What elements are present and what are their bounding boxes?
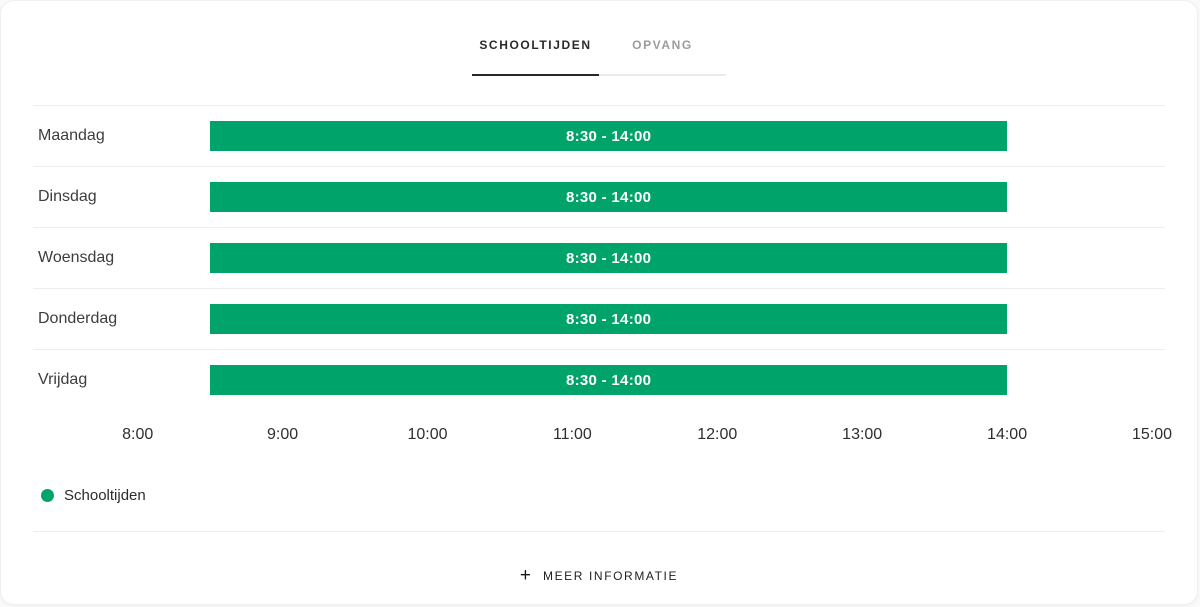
- day-label: Woensdag: [38, 249, 115, 266]
- tab-bar: SCHOOLTIJDEN OPVANG: [1, 1, 1197, 76]
- table-row: Woensdag 8:30 - 14:00: [33, 227, 1165, 288]
- legend-dot-icon: [41, 488, 54, 502]
- bar-label: 8:30 - 14:00: [565, 371, 652, 389]
- day-label: Dinsdag: [38, 188, 97, 205]
- bar-label: 8:30 - 14:00: [565, 310, 652, 328]
- day-label: Donderdag: [38, 310, 118, 327]
- more-information-label: MEER INFORMATIE: [542, 569, 679, 583]
- axis-tick-label: 14:00: [987, 426, 1028, 443]
- schedule-chart: Maandag 8:30 - 14:00 Dinsdag 8:30 - 14:0…: [33, 105, 1165, 410]
- axis-tick-label: 10:00: [407, 426, 448, 443]
- axis-tick-label: 12:00: [697, 426, 738, 443]
- axis-tick-label: 9:00: [267, 426, 299, 443]
- bar-label: 8:30 - 14:00: [565, 188, 652, 206]
- schedule-bar: 8:30 - 14:00: [210, 365, 1008, 395]
- axis-tick-label: 13:00: [842, 426, 883, 443]
- axis-tick-label: 8:00: [122, 426, 154, 443]
- day-label: Vrijdag: [38, 371, 88, 388]
- schedule-bar: 8:30 - 14:00: [210, 243, 1008, 273]
- bar-label: 8:30 - 14:00: [565, 127, 652, 145]
- legend-label: Schooltijden: [64, 486, 146, 504]
- schedule-bar: 8:30 - 14:00: [210, 304, 1008, 334]
- schedule-bar: 8:30 - 14:00: [210, 182, 1008, 212]
- axis-tick-label: 11:00: [552, 426, 592, 443]
- day-label: Maandag: [38, 127, 105, 144]
- legend: Schooltijden: [41, 486, 1197, 504]
- table-row: Donderdag 8:30 - 14:00: [33, 288, 1165, 349]
- axis-tick-label: 15:00: [1131, 426, 1172, 443]
- plus-icon: +: [519, 565, 531, 586]
- divider: [33, 531, 1165, 532]
- tab-opvang[interactable]: OPVANG: [599, 38, 726, 76]
- table-row: Vrijdag 8:30 - 14:00: [33, 349, 1165, 410]
- schedule-bar: 8:30 - 14:00: [210, 121, 1008, 151]
- tab-schooltijden[interactable]: SCHOOLTIJDEN: [472, 38, 599, 76]
- time-axis: 8:00 9:00 10:00 11:00 12:00 13:00 14:00 15:00: [33, 410, 1172, 456]
- table-row: Maandag 8:30 - 14:00: [33, 105, 1165, 166]
- table-row: Dinsdag 8:30 - 14:00: [33, 166, 1165, 227]
- more-information-button[interactable]: + MEER INFORMATIE: [519, 565, 679, 586]
- bar-label: 8:30 - 14:00: [565, 249, 652, 267]
